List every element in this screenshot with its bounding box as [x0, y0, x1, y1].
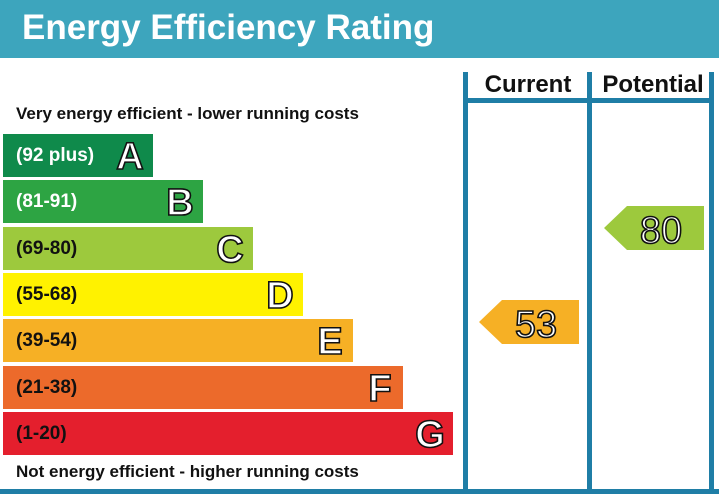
current-arrow-body: [479, 300, 579, 344]
band-a: (92 plus) A: [3, 134, 153, 178]
potential-header-underline: [587, 98, 714, 103]
current-column-header: Current: [484, 71, 572, 98]
band-letter-text: C: [216, 229, 243, 271]
band-letter: G: [414, 413, 445, 456]
band-range-label: (21-38): [16, 377, 78, 398]
header-bar: Energy Efficiency Rating: [0, 0, 719, 58]
band-letter-text: E: [317, 321, 342, 363]
band-range-label: (55-68): [16, 284, 78, 305]
band-range-label: (81-91): [16, 191, 78, 212]
band-range-label: (1-20): [16, 423, 67, 444]
band-g: (1-20) G: [3, 412, 453, 456]
bottom-caption: Not energy efficient - higher running co…: [16, 462, 359, 481]
band-letter-text: B: [166, 182, 193, 224]
band-letter: E: [317, 320, 344, 363]
potential-arrow-shape: 80: [604, 206, 704, 253]
frame-line-middle: [587, 72, 592, 490]
band-f: (21-38) F: [3, 366, 403, 410]
frame-bottom-line: [0, 489, 719, 494]
current-arrow-shape: 53: [479, 300, 579, 347]
chart-title: Energy Efficiency Rating: [22, 8, 435, 47]
band-letter-text: D: [266, 275, 293, 317]
band-d: (55-68) D: [3, 273, 303, 317]
potential-arrow-body: [604, 206, 704, 250]
band-c: (69-80) C: [3, 227, 253, 271]
band-letter: D: [265, 274, 294, 317]
band-letter: C: [215, 228, 244, 271]
band-b: (81-91) B: [3, 180, 203, 224]
band-letter: B: [165, 181, 194, 224]
band-e: (39-54) E: [3, 319, 353, 363]
band-letter-text: F: [368, 368, 391, 410]
band-letter: F: [368, 367, 393, 410]
band-letter: A: [115, 135, 144, 178]
band-letter-text: G: [415, 414, 445, 456]
current-rating-arrow: 53: [479, 300, 579, 347]
potential-rating-value: 80: [640, 210, 682, 250]
current-header-underline: [463, 98, 592, 103]
band-letter-text: A: [116, 136, 143, 178]
band-range-label: (39-54): [16, 330, 78, 351]
band-range-label: (92 plus): [16, 145, 95, 166]
potential-column-header: Potential: [602, 71, 704, 98]
top-caption: Very energy efficient - lower running co…: [16, 104, 359, 123]
current-rating-value: 53: [515, 304, 557, 344]
frame-line-right: [709, 72, 714, 490]
band-range-label: (69-80): [16, 238, 78, 259]
frame-line-left: [463, 72, 468, 490]
potential-rating-arrow: 80: [604, 206, 704, 253]
